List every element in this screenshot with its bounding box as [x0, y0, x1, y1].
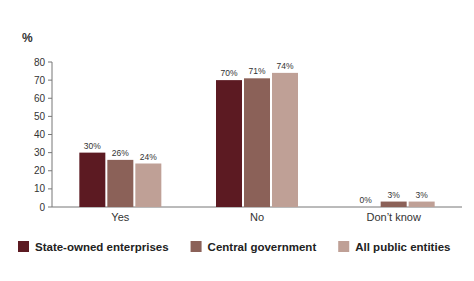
data-label: 70% [220, 68, 237, 78]
y-axis-label: % [22, 31, 33, 45]
y-tick [48, 98, 52, 99]
y-tick [48, 62, 52, 63]
category-label: Don’t know [366, 211, 420, 223]
y-tick-label: 40 [34, 129, 46, 140]
y-tick [48, 152, 52, 153]
bar [353, 207, 379, 208]
y-tick-label: 30 [34, 147, 46, 158]
bar [244, 78, 270, 207]
y-tick-label: 60 [34, 93, 46, 104]
y-tick-label: 70 [34, 75, 46, 86]
bar [409, 202, 435, 207]
y-tick [48, 188, 52, 189]
data-label: 3% [388, 190, 401, 200]
data-labels: 30% 26% 24% 70% 71% 74% 0% 3% 3% [84, 61, 428, 205]
chart-container: % 0 10 20 30 40 50 60 70 80 30% 26% 24% 70% 71% 74% 0% 3%… [0, 0, 474, 281]
chart-svg: % 0 10 20 30 40 50 60 70 80 30% 26% 24% 70% 71% 74% 0% 3%… [0, 0, 474, 281]
data-label: 24% [140, 152, 157, 162]
legend-label: All public entities [355, 241, 450, 253]
y-tick-label: 50 [34, 111, 46, 122]
y-tick [48, 207, 52, 208]
y-tick [48, 116, 52, 117]
legend-label: State-owned enterprises [35, 241, 169, 253]
legend-swatch [338, 241, 349, 252]
y-axis [52, 62, 53, 207]
y-tick-label: 0 [39, 202, 45, 213]
bar [272, 73, 298, 207]
bars [79, 73, 434, 207]
data-label: 71% [248, 66, 265, 76]
y-tick-label: 80 [34, 57, 46, 68]
category-label: No [250, 211, 264, 223]
category-label: Yes [111, 211, 129, 223]
y-tick [48, 170, 52, 171]
data-label: 3% [416, 190, 429, 200]
legend: State-owned enterprises Central governmen… [18, 241, 450, 253]
bar [107, 160, 133, 207]
data-label: 74% [276, 61, 293, 71]
data-label: 0% [360, 195, 373, 205]
y-tick-label: 10 [34, 183, 46, 194]
data-label: 26% [112, 148, 129, 158]
bar [135, 164, 161, 208]
legend-swatch [191, 241, 202, 252]
bar [381, 202, 407, 207]
y-tick [48, 80, 52, 81]
legend-swatch [18, 241, 29, 252]
data-label: 30% [84, 141, 101, 151]
y-tick-label: 20 [34, 165, 46, 176]
bar [216, 80, 242, 207]
y-tick [48, 134, 52, 135]
legend-label: Central government [208, 241, 317, 253]
bar [79, 153, 105, 207]
